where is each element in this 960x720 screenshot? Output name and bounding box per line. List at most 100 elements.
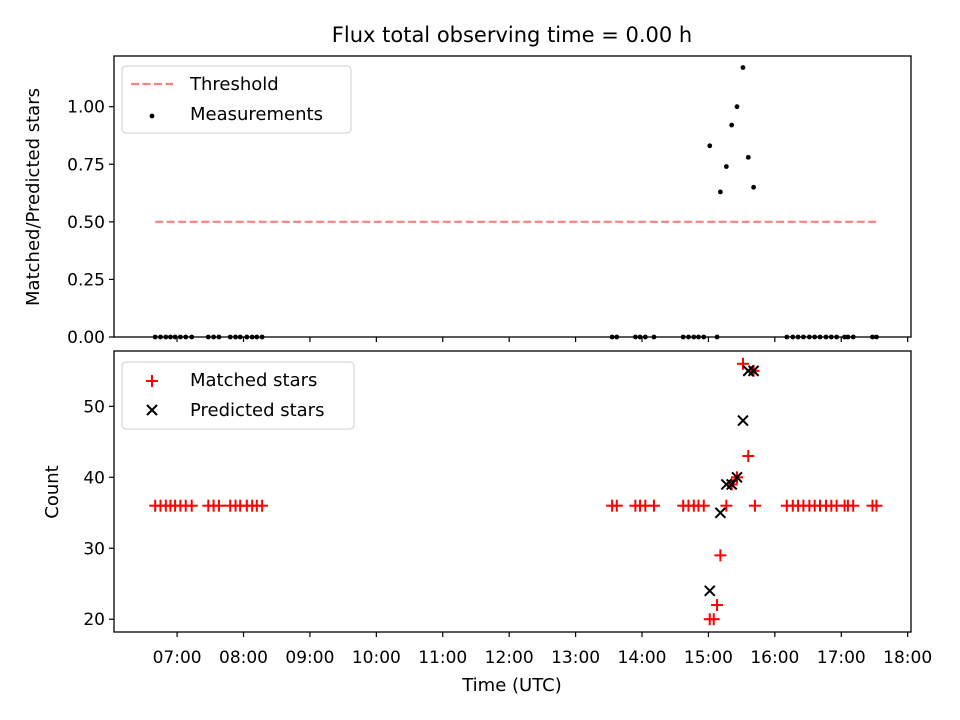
measurement-point <box>205 334 211 340</box>
measurement-point <box>806 334 812 340</box>
top-legend-box <box>121 65 352 134</box>
measurement-point <box>614 334 620 340</box>
measurement-point <box>254 334 260 340</box>
measurement-point <box>845 334 851 340</box>
top-y-axis-label: Matched/Predicted stars <box>23 88 44 306</box>
measurement-point <box>244 334 250 340</box>
matched-star-point <box>185 499 198 512</box>
measurement-point <box>642 334 648 340</box>
matched-star-point <box>736 357 749 370</box>
measurement-point <box>729 122 735 128</box>
measurement-point <box>259 334 265 340</box>
measurement-point <box>714 334 720 340</box>
measurement-point <box>874 334 879 340</box>
bottom-legend-box <box>121 361 355 430</box>
x-tick-label: 13:00 <box>551 648 600 668</box>
measurement-point <box>609 334 615 340</box>
measurement-point <box>801 334 806 340</box>
measurement-point <box>163 334 169 340</box>
matched-star-point <box>748 499 761 512</box>
measurement-point <box>637 334 643 340</box>
predicted-star-point <box>725 478 738 491</box>
bottom-legend: Matched stars Predicted stars <box>121 361 355 430</box>
measurement-point <box>686 334 691 340</box>
top-panel: 0.00 0.25 0.50 0.75 1.00 Matched/Predicted s… <box>23 55 912 348</box>
matched-star-point <box>847 499 860 512</box>
x-tick-label: 11:00 <box>418 648 467 668</box>
measurement-point <box>178 334 183 340</box>
measurement-point <box>740 65 746 70</box>
measurement-point <box>784 334 790 340</box>
top-y-tick-label: 0.25 <box>67 270 105 290</box>
measurement-point <box>717 189 723 195</box>
x-tick-label: 18:00 <box>883 648 932 668</box>
legend-predicted-label: Predicted stars <box>190 400 324 421</box>
measurement-point <box>237 334 243 340</box>
matched-star-point <box>212 499 225 512</box>
measurement-point <box>691 334 697 340</box>
measurement-point <box>870 334 875 340</box>
measurement-point <box>828 334 834 340</box>
x-tick-label: 14:00 <box>618 648 667 668</box>
measurement-point <box>795 334 801 340</box>
top-y-tick-label: 0.75 <box>67 155 105 175</box>
measurement-point <box>651 334 657 340</box>
measurement-point <box>834 334 840 340</box>
measurement-point <box>158 334 163 340</box>
measurement-point <box>233 334 238 340</box>
bottom-y-tick-label: 40 <box>83 468 105 488</box>
bottom-y-axis-label: Count <box>42 465 63 518</box>
x-tick-label: 17:00 <box>817 648 866 668</box>
legend-measurements-swatch <box>149 113 155 119</box>
measurement-point <box>790 334 796 340</box>
predicted-star-point <box>731 471 743 484</box>
matched-star-point <box>697 499 710 512</box>
x-tick-label: 16:00 <box>750 648 799 668</box>
chart-title: Flux total observing time = 0.00 h <box>332 23 692 47</box>
top-y-tick-label: 1.00 <box>67 98 105 118</box>
measurement-point <box>850 334 856 340</box>
measurement-point <box>168 334 173 340</box>
matched-star-point <box>714 549 727 562</box>
x-tick-label: 09:00 <box>285 648 334 668</box>
predicted-star-point <box>714 507 727 519</box>
legend-predicted-swatch <box>146 404 158 416</box>
x-tick-label: 08:00 <box>219 648 268 668</box>
predicted-star-point <box>737 414 749 427</box>
measurement-point <box>211 334 217 340</box>
measurement-point <box>172 334 178 340</box>
top-y-tick-label: 0.50 <box>67 213 105 233</box>
measurement-point <box>812 334 818 340</box>
measurement-point <box>680 334 686 340</box>
measurement-point <box>745 154 751 160</box>
predicted-star-point <box>704 585 716 597</box>
x-tick-label: 12:00 <box>485 648 534 668</box>
matched-star-point <box>707 613 720 626</box>
bottom-plot-marks <box>149 357 883 626</box>
measurement-point <box>696 334 701 340</box>
measurement-point <box>723 164 729 169</box>
matched-star-point <box>870 499 883 512</box>
measurement-point <box>216 334 222 340</box>
matched-star-point <box>742 450 755 463</box>
matched-star-point <box>647 499 660 512</box>
bottom-y-tick-label: 20 <box>83 610 105 630</box>
bottom-y-tick-label: 50 <box>83 397 105 417</box>
legend-matched-label: Matched stars <box>190 370 317 391</box>
measurement-point <box>817 334 823 340</box>
x-tick-label: 10:00 <box>352 648 401 668</box>
top-y-axis: 0.00 0.25 0.50 0.75 1.00 <box>67 98 114 348</box>
x-tick-label: 15:00 <box>684 648 733 668</box>
measurement-point <box>183 334 189 340</box>
top-y-tick-label: 0.00 <box>67 328 105 348</box>
bottom-y-axis: 20 30 40 50 <box>83 397 114 630</box>
measurement-point <box>189 334 195 340</box>
legend-measurements-label: Measurements <box>190 104 323 125</box>
measurement-point <box>707 143 713 149</box>
top-plot-marks <box>152 65 879 340</box>
measurement-point <box>152 334 158 340</box>
bottom-x-axis: 07:00 08:00 09:00 10:00 11:00 12:00 13:00 14:00… <box>153 632 932 668</box>
matched-star-point <box>711 599 724 612</box>
x-tick-label: 07:00 <box>153 648 202 668</box>
